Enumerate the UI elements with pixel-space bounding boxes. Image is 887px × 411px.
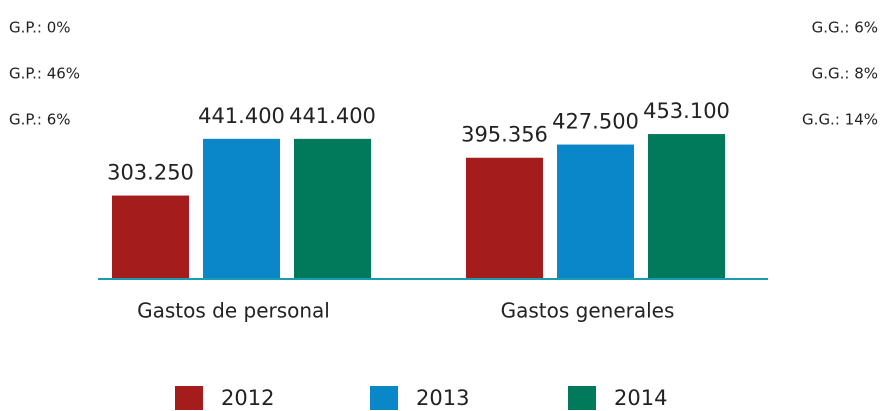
- legend-swatch: [568, 386, 596, 410]
- annotation: G.P.: 6%: [9, 111, 71, 129]
- value-label: 441.400: [198, 104, 285, 128]
- bar: [112, 195, 189, 279]
- annotation: G.P.: 0%: [9, 19, 71, 37]
- bar: [557, 144, 634, 279]
- bar: [648, 134, 725, 279]
- value-label: 303.250: [107, 161, 194, 185]
- x-tick-label: Gastos generales: [501, 299, 675, 323]
- annotation: G.G.: 14%: [802, 111, 878, 129]
- value-label: 453.100: [643, 99, 730, 123]
- legend-swatch: [370, 386, 398, 410]
- x-tick-label: Gastos de personal: [137, 299, 330, 323]
- bar: [203, 138, 280, 279]
- annotation: G.G.: 6%: [812, 19, 878, 37]
- annotation: G.P.: 46%: [9, 65, 80, 83]
- value-label: 441.400: [289, 104, 376, 128]
- legend-label: 2013: [416, 386, 469, 410]
- bar: [466, 157, 543, 279]
- value-label: 427.500: [552, 110, 639, 134]
- annotation: G.G.: 8%: [812, 65, 878, 83]
- value-label: 395.356: [461, 123, 548, 147]
- bar: [294, 138, 371, 279]
- legend-label: 2014: [614, 386, 667, 410]
- legend-swatch: [175, 386, 203, 410]
- legend-label: 2012: [221, 386, 274, 410]
